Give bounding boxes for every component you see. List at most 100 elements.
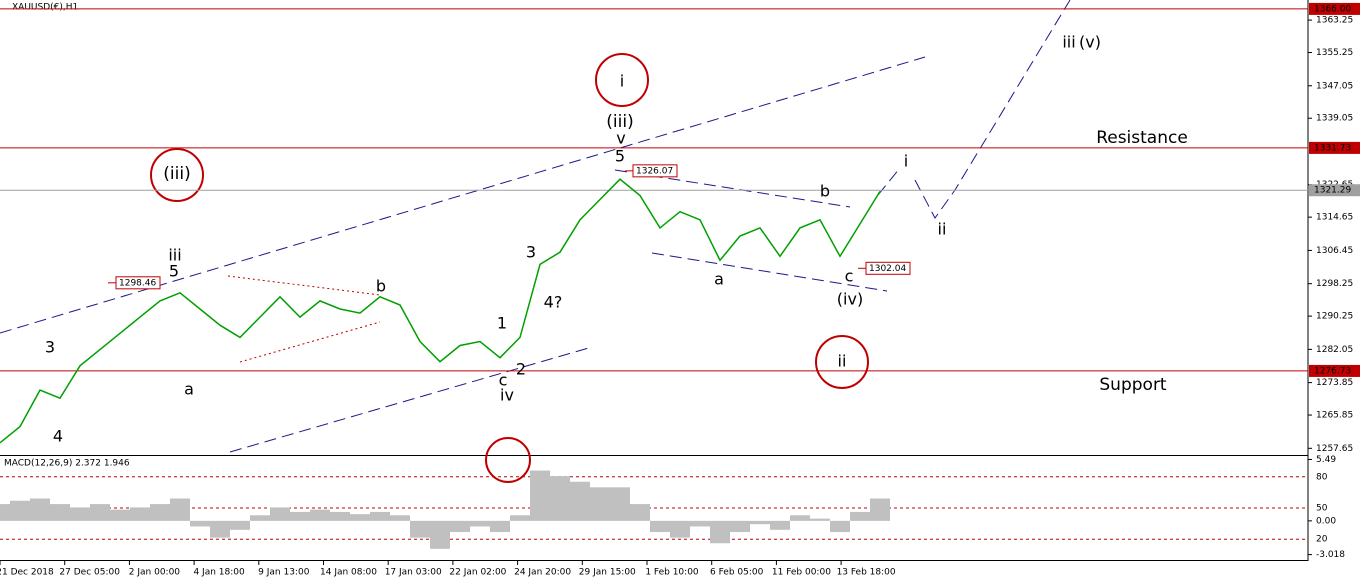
macd-bar [250,515,270,521]
macd-bar [730,520,750,533]
macd-bar [870,498,890,521]
wave-label: a [184,380,194,399]
macd-bar [30,498,50,521]
x-tick-label: 9 Jan 13:00 [258,568,310,578]
macd-bar [850,511,870,521]
y-tick-label: 1265.85 [1316,411,1353,421]
y-tick-label: 1355.25 [1316,48,1353,58]
macd-bar [210,520,230,538]
x-tick-label: 2 Jan 00:00 [129,568,181,578]
x-tick-label: 1 Feb 10:00 [645,568,699,578]
channel-lines [227,275,381,363]
macd-bar [530,470,550,521]
macd-bar [390,515,410,521]
macd-tick-label: 0.00 [1316,516,1336,526]
wave-label: 5 [615,147,625,166]
wave-label: a [714,270,724,289]
x-tick-label: 6 Feb 05:00 [710,568,764,578]
x-tick-label: 17 Jan 03:00 [385,568,442,578]
wave-label: c [845,267,854,286]
level-box [1309,141,1360,154]
wave-label: iii [168,246,181,265]
level-label: 1276.73 [1314,366,1351,376]
wave-label: c [499,371,508,390]
x-tick-label: 11 Feb 00:00 [772,568,831,578]
x-tick-label: 14 Jan 08:00 [320,568,377,578]
wave-label: Resistance [1096,128,1188,148]
y-tick-label: 1273.85 [1316,378,1353,388]
macd-bar [510,515,530,521]
macd-bar [270,507,290,521]
macd-bar [330,511,350,521]
y-tick-label: 1282.05 [1316,345,1353,355]
level-label: 1321.29 [1314,186,1351,196]
macd-level-label: 50 [1316,504,1328,514]
price-mark-label: 1302.04 [869,264,906,274]
macd-bar [310,509,330,521]
macd-level-label: 20 [1316,535,1328,545]
macd-title: MACD(12,26,9) 2.372 1.946 [4,459,130,469]
level-box [1309,184,1360,197]
macd-bar [490,520,510,533]
wave-label: (iii) [606,112,633,132]
level-label: 1331.73 [1314,143,1351,153]
wave-label: b [820,182,830,201]
wave-label: iii [1062,33,1075,52]
macd-bar [570,481,590,521]
macd-bar [170,498,190,521]
level-box [1309,364,1360,377]
macd-bar [450,520,470,533]
y-tick-label: 1290.25 [1316,312,1353,322]
y-tick-label: 1363.25 [1316,16,1353,26]
macd-tick-label: 5.49 [1316,455,1336,465]
wave-label: (iii) [163,164,190,184]
y-tick-label: 1339.05 [1316,114,1353,124]
x-tick-label: 13 Feb 18:00 [837,568,896,578]
macd-bar [470,520,490,527]
macd-bar [70,507,90,521]
x-tick-label: 24 Jan 20:00 [514,568,571,578]
symbol-title: XAUUSD(€),H1 [12,3,78,13]
y-tick-label: 1314.65 [1316,213,1353,223]
price-mark-box [865,261,911,275]
wave-label: (iv) [837,290,863,309]
macd-bar [670,520,690,538]
macd-bar [230,520,250,530]
macd-bar [50,504,70,521]
price-line [0,178,881,444]
macd-bar [590,487,610,521]
macd-bar [650,520,670,533]
wave-label: v [616,129,625,148]
x-tick-label: 29 Jan 15:00 [579,568,636,578]
macd-bar [610,487,630,521]
y-tick-label: 1347.05 [1316,81,1353,91]
macd-bar [770,520,790,530]
macd-bar [810,518,830,521]
macd-bar [10,500,30,521]
macd-bar [90,504,110,521]
wave-label: i [904,152,908,171]
wave-label: b [376,277,386,296]
macd-bar [150,504,170,521]
wave-label: 2 [516,360,526,379]
wave-label: ii [938,220,947,239]
price-mark-label: 1326.07 [636,166,673,176]
wave-label: 3 [45,338,55,357]
macd-bar [110,509,130,521]
wave-label: Support [1099,375,1167,395]
macd-bar [710,520,730,544]
macd-bar [690,520,710,527]
wave-label: (v) [1079,33,1101,52]
macd-bar [830,520,850,533]
macd-bar [370,511,390,521]
wave-label: i [620,72,624,91]
macd-bar [550,476,570,521]
macd-bar [430,520,450,549]
wave-label: 5 [169,262,179,281]
macd-bar [790,515,810,521]
wave-label: ii [838,352,847,371]
macd-tick-label: -3.018 [1316,550,1345,560]
price-mark-box [115,276,161,290]
macd-bar [190,520,210,527]
